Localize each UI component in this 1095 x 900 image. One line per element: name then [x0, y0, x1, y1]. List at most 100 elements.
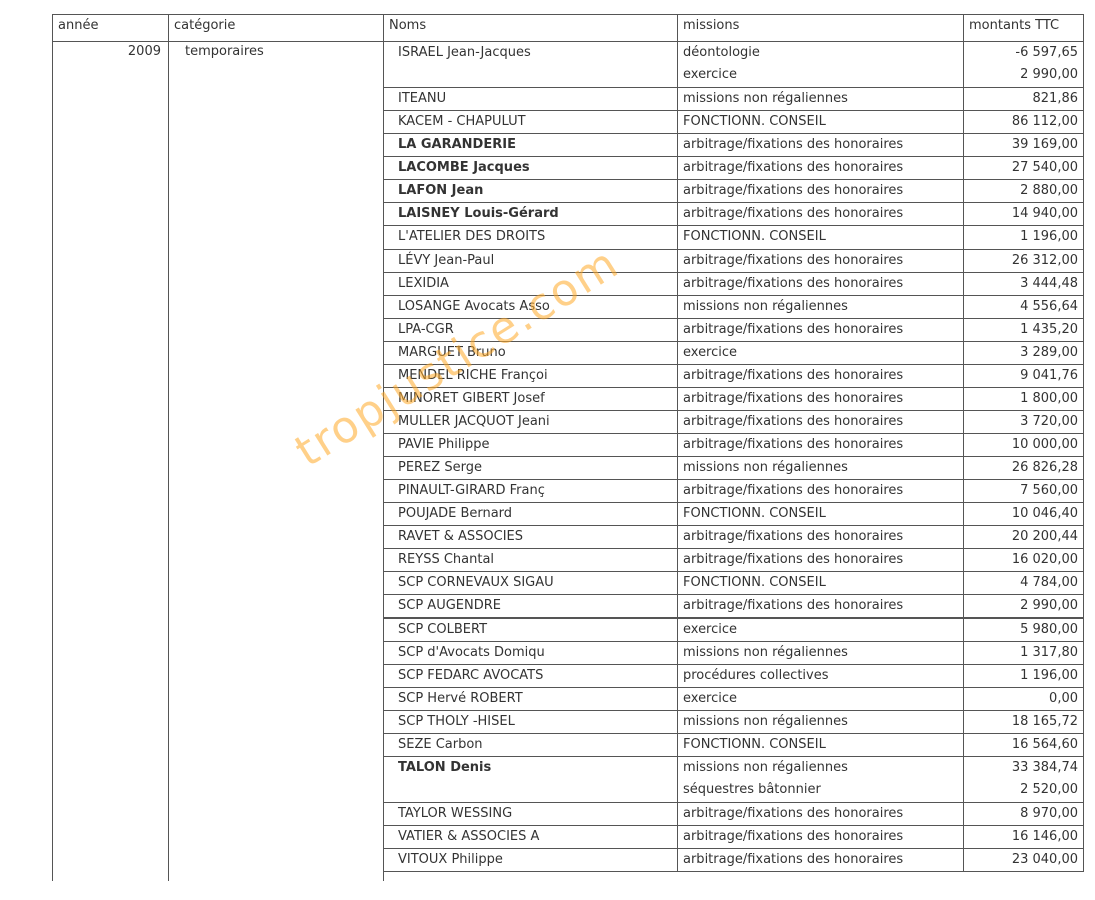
- amount-cell: 7 560,00: [963, 479, 1084, 504]
- header-cell: Noms: [383, 14, 678, 42]
- column-line: [52, 14, 53, 882]
- mission-cell: FONCTIONN. CONSEIL: [677, 225, 964, 250]
- header-cell: missions: [677, 14, 964, 42]
- mission-cell: arbitrage/fixations des honoraires: [677, 548, 964, 573]
- mission-cell: arbitrage/fixations des honoraires: [677, 386, 964, 411]
- name-cell: SCP FEDARC AVOCATS: [383, 663, 678, 688]
- mission-cell: arbitrage/fixations des honoraires: [677, 317, 964, 342]
- name-cell: SCP COLBERT: [383, 617, 678, 642]
- mission-cell: missions non régaliennes: [677, 755, 964, 780]
- amount-cell: 86 112,00: [963, 110, 1084, 135]
- amount-cell: 39 169,00: [963, 133, 1084, 158]
- amount-cell: 4 556,64: [963, 294, 1084, 319]
- name-cell: ITEANU: [383, 87, 678, 112]
- name-cell: LA GARANDERIE: [383, 133, 678, 158]
- mission-cell: FONCTIONN. CONSEIL: [677, 110, 964, 135]
- mission-cell: arbitrage/fixations des honoraires: [677, 156, 964, 181]
- mission-cell: arbitrage/fixations des honoraires: [677, 409, 964, 434]
- amount-cell: 1 435,20: [963, 317, 1084, 342]
- mission-cell: FONCTIONN. CONSEIL: [677, 502, 964, 527]
- mission-cell: arbitrage/fixations des honoraires: [677, 133, 964, 158]
- amount-cell: 2 990,00: [963, 64, 1084, 89]
- amount-cell: -6 597,65: [963, 41, 1084, 66]
- amount-cell: 33 384,74: [963, 755, 1084, 780]
- name-cell: REYSS Chantal: [383, 548, 678, 573]
- mission-cell: arbitrage/fixations des honoraires: [677, 433, 964, 458]
- mission-cell: procédures collectives: [677, 663, 964, 688]
- amount-cell: 8 970,00: [963, 801, 1084, 827]
- mission-cell: missions non régaliennes: [677, 709, 964, 734]
- mission-cell: FONCTIONN. CONSEIL: [677, 571, 964, 596]
- name-cell: LACOMBE Jacques: [383, 156, 678, 181]
- amount-cell: 2 880,00: [963, 179, 1084, 204]
- amount-cell: 9 041,76: [963, 363, 1084, 388]
- amount-cell: 23 040,00: [963, 848, 1084, 873]
- name-cell: LÉVY Jean-Paul: [383, 248, 678, 273]
- mission-cell: arbitrage/fixations des honoraires: [677, 525, 964, 550]
- mission-cell: exercice: [677, 340, 964, 365]
- mission-cell: déontologie: [677, 41, 964, 66]
- name-cell: SCP THOLY -HISEL: [383, 709, 678, 734]
- name-cell: SCP AUGENDRE: [383, 594, 678, 619]
- amount-cell: 0,00: [963, 686, 1084, 711]
- amount-cell: 1 317,80: [963, 640, 1084, 665]
- amount-cell: 1 800,00: [963, 386, 1084, 411]
- mission-cell: arbitrage/fixations des honoraires: [677, 848, 964, 873]
- mission-cell: missions non régaliennes: [677, 294, 964, 319]
- name-cell: KACEM - CHAPULUT: [383, 110, 678, 135]
- mission-cell: exercice: [677, 686, 964, 711]
- amount-cell: 26 312,00: [963, 248, 1084, 273]
- mission-cell: exercice: [677, 64, 964, 89]
- amount-cell: 16 146,00: [963, 825, 1084, 850]
- header-cell: catégorie: [168, 14, 384, 42]
- name-cell: SCP Hervé ROBERT: [383, 686, 678, 711]
- mission-cell: arbitrage/fixations des honoraires: [677, 179, 964, 204]
- mission-cell: missions non régaliennes: [677, 640, 964, 665]
- amount-cell: 20 200,44: [963, 525, 1084, 550]
- name-cell: MULLER JACQUOT Jeani: [383, 409, 678, 434]
- mission-cell: arbitrage/fixations des honoraires: [677, 363, 964, 388]
- mission-cell: arbitrage/fixations des honoraires: [677, 801, 964, 827]
- column-line: [168, 14, 169, 882]
- amount-cell: 14 940,00: [963, 202, 1084, 227]
- name-cell: PAVIE Philippe: [383, 433, 678, 458]
- amount-cell: 1 196,00: [963, 663, 1084, 688]
- mission-cell: arbitrage/fixations des honoraires: [677, 594, 964, 619]
- amount-cell: 27 540,00: [963, 156, 1084, 181]
- name-cell: TALON Denis: [383, 755, 678, 803]
- mission-cell: arbitrage/fixations des honoraires: [677, 479, 964, 504]
- name-cell: SCP d'Avocats Domiqu: [383, 640, 678, 665]
- amount-cell: 4 784,00: [963, 571, 1084, 596]
- name-cell: RAVET & ASSOCIES: [383, 525, 678, 550]
- amount-cell: 10 000,00: [963, 433, 1084, 458]
- name-cell: LAFON Jean: [383, 179, 678, 204]
- mission-cell: arbitrage/fixations des honoraires: [677, 271, 964, 296]
- amount-cell: 3 720,00: [963, 409, 1084, 434]
- amount-cell: 26 826,28: [963, 456, 1084, 481]
- mission-cell: exercice: [677, 617, 964, 642]
- amount-cell: 3 444,48: [963, 271, 1084, 296]
- mission-cell: séquestres bâtonnier: [677, 778, 964, 803]
- mission-cell: FONCTIONN. CONSEIL: [677, 732, 964, 757]
- amount-cell: 2 520,00: [963, 778, 1084, 803]
- mission-cell: arbitrage/fixations des honoraires: [677, 825, 964, 850]
- year: 2009: [127, 44, 161, 59]
- name-cell: LAISNEY Louis-Gérard: [383, 202, 678, 227]
- amount-cell: 3 289,00: [963, 340, 1084, 365]
- amount-cell: 16 020,00: [963, 548, 1084, 573]
- name-cell: VITOUX Philippe: [383, 848, 678, 873]
- header-cell: année: [52, 14, 169, 42]
- name-cell: ISRAEL Jean-Jacques: [383, 41, 678, 89]
- amount-cell: 1 196,00: [963, 225, 1084, 250]
- amount-cell: 5 980,00: [963, 617, 1084, 642]
- name-cell: SEZE Carbon: [383, 732, 678, 757]
- name-cell: PINAULT-GIRARD Franç: [383, 479, 678, 504]
- mission-cell: missions non régaliennes: [677, 456, 964, 481]
- amount-cell: 2 990,00: [963, 594, 1084, 619]
- amount-cell: 16 564,60: [963, 732, 1084, 757]
- amount-cell: 10 046,40: [963, 502, 1084, 527]
- name-cell: POUJADE Bernard: [383, 502, 678, 527]
- category: temporaires: [185, 44, 264, 59]
- name-cell: SCP CORNEVAUX SIGAU: [383, 571, 678, 596]
